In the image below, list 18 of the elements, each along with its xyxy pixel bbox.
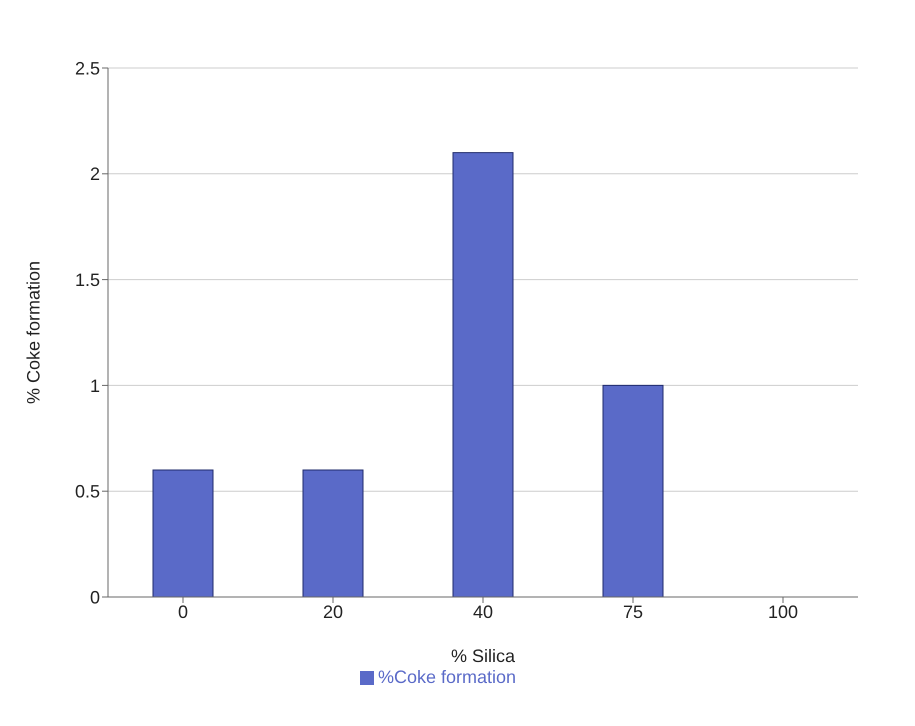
x-tick-label: 20 bbox=[322, 602, 344, 622]
y-tick-label: 1 bbox=[90, 376, 100, 396]
x-tick-label: 75 bbox=[622, 602, 644, 622]
bar bbox=[302, 470, 364, 597]
y-tick-label: 2.5 bbox=[74, 58, 100, 78]
y-tick-label: 0.5 bbox=[74, 482, 100, 502]
x-tick-label: 100 bbox=[768, 602, 798, 622]
bar bbox=[602, 384, 664, 597]
y-tick-label: 1.5 bbox=[74, 270, 100, 290]
x-tick-label: 40 bbox=[472, 602, 494, 622]
x-tick-label: 0 bbox=[178, 602, 188, 622]
y-tick-label: 2 bbox=[90, 164, 100, 184]
x-axis-title: % Silica bbox=[450, 646, 516, 666]
legend-label: %Coke formation bbox=[378, 667, 516, 687]
bar bbox=[152, 470, 214, 597]
bar bbox=[452, 152, 514, 597]
y-axis-title: % Coke formation bbox=[23, 260, 44, 404]
y-tick-label: 0 bbox=[90, 587, 100, 608]
